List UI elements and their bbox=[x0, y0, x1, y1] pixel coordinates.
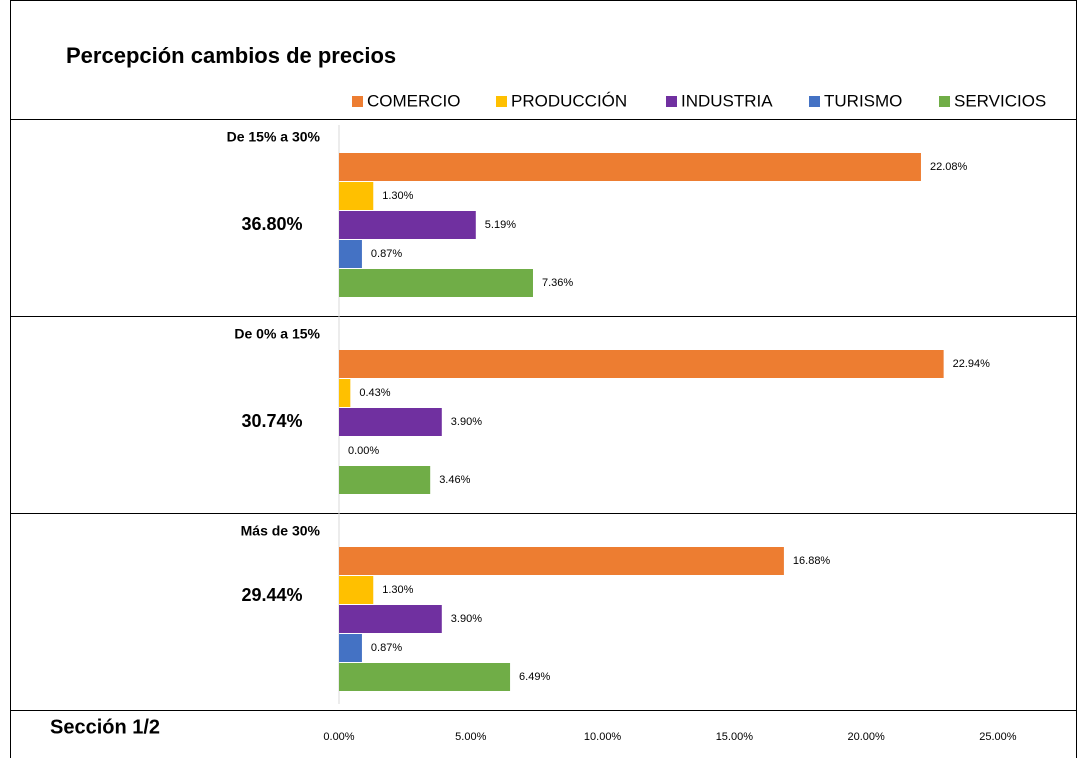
value-label: 1.30% bbox=[382, 190, 413, 202]
bar bbox=[339, 547, 784, 575]
bar bbox=[339, 211, 476, 239]
legend-label: TURISMO bbox=[824, 91, 902, 110]
category-label: Más de 30% bbox=[241, 523, 321, 539]
value-label: 22.08% bbox=[930, 161, 968, 173]
bar bbox=[339, 182, 374, 210]
x-tick-label: 0.00% bbox=[323, 731, 354, 743]
legend-swatch bbox=[352, 96, 363, 107]
category-total: 29.44% bbox=[241, 585, 302, 605]
legend-swatch bbox=[939, 96, 950, 107]
value-label: 5.19% bbox=[485, 219, 516, 231]
category-total: 30.74% bbox=[241, 411, 302, 431]
value-label: 22.94% bbox=[953, 358, 991, 370]
value-label: 1.30% bbox=[382, 584, 413, 596]
value-label: 16.88% bbox=[793, 555, 831, 567]
bar bbox=[339, 466, 431, 494]
legend-label: COMERCIO bbox=[367, 91, 461, 110]
x-tick-label: 10.00% bbox=[584, 731, 622, 743]
bar bbox=[339, 605, 442, 633]
bar bbox=[339, 269, 533, 297]
category-label: De 15% a 30% bbox=[227, 129, 321, 145]
legend-label: INDUSTRIA bbox=[681, 91, 773, 110]
bar bbox=[339, 576, 374, 604]
bar bbox=[339, 379, 351, 407]
bar bbox=[339, 408, 442, 436]
value-label: 0.87% bbox=[371, 642, 402, 654]
legend-label: SERVICIOS bbox=[954, 91, 1046, 110]
value-label: 7.36% bbox=[542, 277, 573, 289]
chart-title: Percepción cambios de precios bbox=[66, 43, 396, 68]
frame bbox=[10, 0, 1077, 758]
footer: Sección 1/2 bbox=[50, 716, 160, 738]
x-tick-label: 15.00% bbox=[716, 731, 754, 743]
category-label: De 0% a 15% bbox=[234, 326, 320, 342]
category-total: 36.80% bbox=[241, 214, 302, 234]
bar bbox=[339, 240, 362, 268]
value-label: 0.00% bbox=[348, 445, 379, 457]
legend-swatch bbox=[809, 96, 820, 107]
x-tick-label: 20.00% bbox=[847, 731, 885, 743]
value-label: 0.43% bbox=[359, 387, 390, 399]
value-label: 3.46% bbox=[439, 474, 470, 486]
legend-swatch bbox=[496, 96, 507, 107]
bar bbox=[339, 634, 362, 662]
value-label: 6.49% bbox=[519, 671, 550, 683]
value-label: 0.87% bbox=[371, 248, 402, 260]
value-label: 3.90% bbox=[451, 416, 482, 428]
legend-label: PRODUCCIÓN bbox=[511, 91, 627, 110]
value-label: 3.90% bbox=[451, 613, 482, 625]
legend-swatch bbox=[666, 96, 677, 107]
bar bbox=[339, 350, 944, 378]
bar bbox=[339, 663, 511, 691]
x-tick-label: 25.00% bbox=[979, 731, 1017, 743]
bar bbox=[339, 153, 921, 181]
x-tick-label: 5.00% bbox=[455, 731, 486, 743]
